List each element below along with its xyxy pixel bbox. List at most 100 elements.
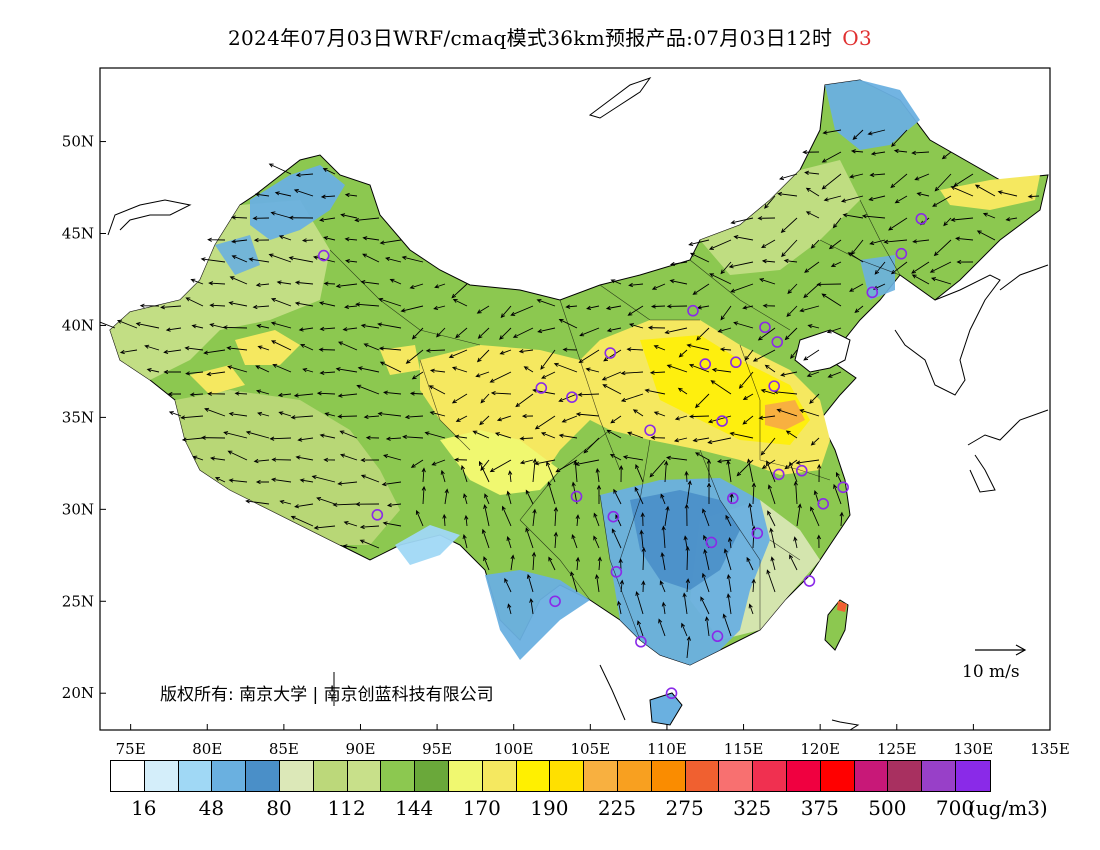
wind-vector (378, 297, 402, 307)
wind-vector (362, 253, 380, 263)
monitoring-sites (317, 212, 928, 700)
wind-vector (344, 192, 358, 198)
wind-vector (726, 593, 732, 615)
colorbar-label: 375 (800, 796, 839, 820)
wind-vector (324, 412, 336, 417)
wind-vector (647, 325, 666, 330)
wind-vector (386, 502, 402, 508)
wind-vector (725, 514, 732, 527)
wind-vector (548, 556, 556, 571)
wind-vector (297, 437, 314, 442)
wind-vector (930, 277, 952, 285)
wind-vector (595, 467, 600, 483)
wind-vector (726, 459, 732, 483)
wind-vector (547, 481, 556, 505)
wind-vector (767, 510, 776, 527)
wind-vector (594, 573, 600, 593)
wind-vector (383, 390, 402, 395)
wind-vector (344, 258, 358, 264)
site-marker (317, 249, 330, 262)
wind-vector (722, 613, 732, 637)
wind-vector (227, 450, 248, 461)
wind-vector (619, 465, 624, 483)
wind-vector (733, 235, 754, 241)
wind-vector (786, 305, 798, 318)
site-marker (711, 630, 724, 643)
latitude-labels: 20N 25N 30N 35N 40N 45N 50N (62, 133, 94, 703)
wind-vector (269, 436, 292, 441)
wind-vector (823, 195, 842, 202)
wind-vector (405, 349, 424, 364)
colorbar-label: 112 (327, 796, 366, 820)
wind-vector (891, 129, 908, 148)
lat-tick-label: 45N (62, 225, 94, 243)
wind-vector (805, 187, 820, 197)
wind-vector (404, 414, 424, 420)
wind-vector (890, 261, 908, 275)
wind-vector (476, 305, 490, 314)
wind-vector (295, 455, 314, 461)
wind-vector (613, 488, 622, 505)
wind-vector (295, 172, 314, 178)
site-marker (795, 464, 808, 477)
wind-vector (421, 485, 426, 505)
philippine-coast (831, 719, 860, 730)
wind-vector (789, 554, 798, 571)
site-marker (716, 415, 728, 427)
wind-vector (748, 603, 754, 615)
wind-vector (519, 459, 534, 465)
wind-vector (382, 521, 402, 527)
wind-vector (409, 391, 424, 396)
wind-vector (210, 456, 226, 461)
wind-vector (339, 453, 358, 461)
wind-vector (617, 600, 622, 615)
wind-vector (762, 303, 776, 308)
wind-vector (666, 455, 688, 461)
wind-vector (606, 327, 622, 333)
wind-vector (344, 237, 358, 242)
wind-vector (257, 345, 270, 351)
wind-vector (593, 512, 600, 527)
lon-tick-label: 85E (269, 740, 299, 758)
wind-vector (689, 252, 710, 263)
wind-vector (842, 213, 864, 219)
wind-vector (575, 412, 600, 417)
wind-vector (510, 554, 515, 571)
wind-vector (489, 371, 512, 383)
wind-vector (434, 283, 446, 289)
wind-vector (706, 458, 712, 483)
wind-vector (189, 392, 204, 397)
wind-vector (777, 191, 798, 197)
wind-vector (664, 505, 670, 527)
wind-vector (230, 215, 248, 220)
site-marker (535, 382, 548, 394)
wind-vector (678, 349, 688, 358)
wind-vector (191, 324, 204, 329)
wind-vector (294, 301, 314, 307)
wind-vector (830, 261, 842, 267)
wind-vector (231, 255, 248, 263)
wind-vector (270, 321, 292, 329)
map-frame (99, 67, 1051, 731)
wind-vector (653, 411, 666, 417)
wind-vector (300, 343, 314, 351)
wind-vector (165, 327, 182, 332)
wind-vector (444, 488, 449, 505)
wind-vector (411, 371, 424, 380)
wind-vector (558, 318, 578, 329)
wind-vector (704, 616, 710, 637)
wind-vector (932, 195, 952, 207)
wind-vector (787, 283, 798, 295)
wind-vector (463, 493, 468, 505)
wind-vector (362, 236, 380, 241)
wind-vector (185, 297, 204, 307)
wind-vector (869, 239, 886, 246)
wind-vector (688, 239, 710, 247)
wind-vector (301, 238, 314, 243)
wind-vector (728, 261, 754, 269)
lon-tick-label: 120E (800, 740, 840, 758)
wind-vector (627, 305, 644, 316)
wind-vector (460, 464, 468, 483)
wind-vector (666, 304, 688, 309)
wind-vector (816, 282, 842, 287)
